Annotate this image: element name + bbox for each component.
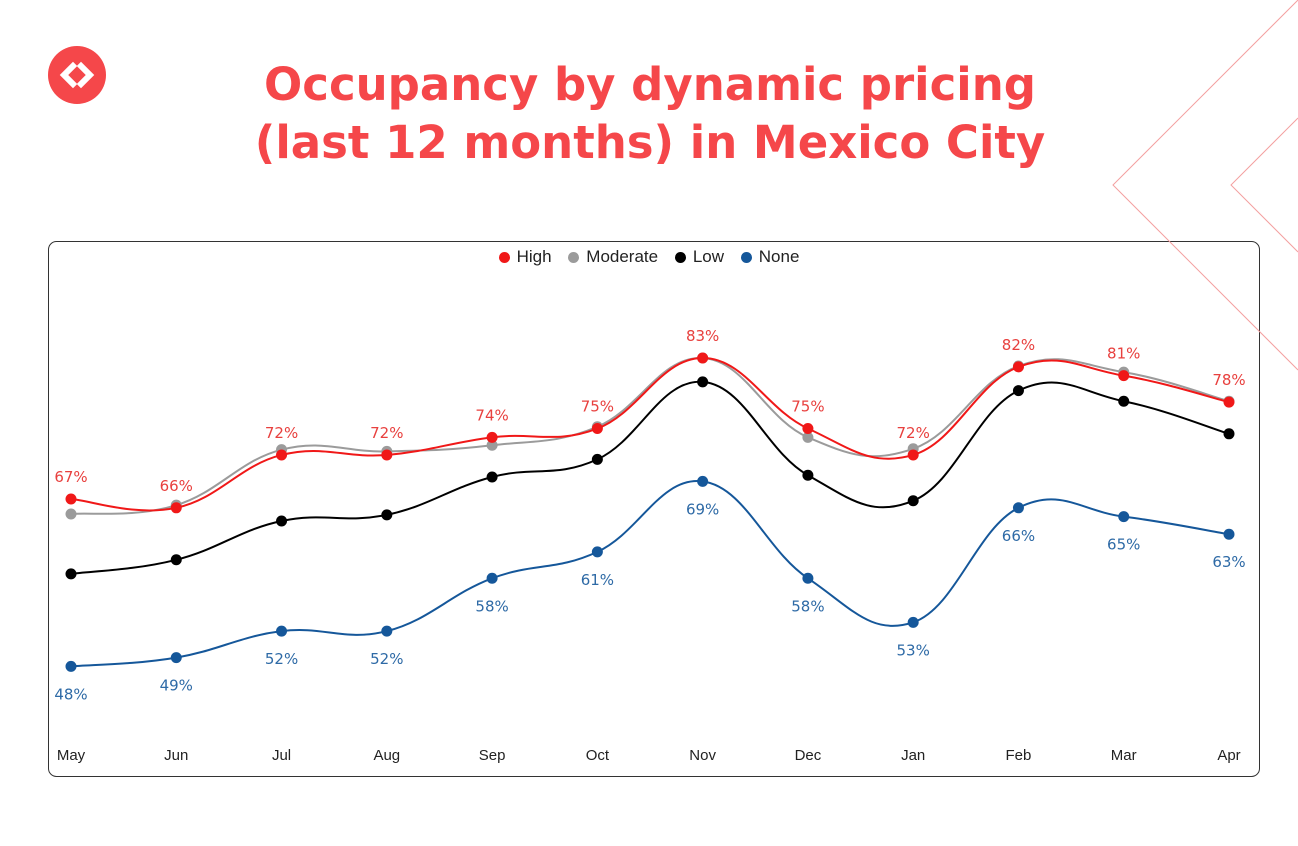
legend-dot-icon (740, 251, 752, 263)
decorative-diamond (1112, 0, 1298, 371)
data-point-none (1012, 502, 1024, 514)
data-label-none: 69% (686, 500, 719, 518)
data-point-moderate (65, 508, 77, 520)
data-label-none: 52% (265, 650, 298, 668)
data-point-high (170, 502, 182, 514)
legend-item-high: High (498, 247, 552, 267)
x-tick-label: May (57, 747, 86, 764)
data-point-high (907, 449, 919, 461)
legend: High Moderate Low None (0, 247, 1298, 268)
title-line-2: (last 12 months) in Mexico City (254, 116, 1046, 169)
data-label-high: 83% (686, 327, 719, 345)
data-point-high (1118, 370, 1130, 382)
x-tick-label: Dec (795, 747, 822, 764)
data-point-high (486, 431, 498, 443)
data-label-high: 72% (370, 424, 403, 442)
data-point-low (1118, 395, 1130, 407)
data-point-none (486, 572, 498, 584)
data-point-low (697, 376, 709, 388)
data-label-none: 61% (581, 571, 614, 589)
x-tick-label: Aug (373, 747, 400, 764)
data-point-none (591, 546, 603, 558)
data-label-high: 78% (1212, 371, 1245, 389)
data-label-high: 75% (791, 398, 824, 416)
legend-item-low: Low (674, 247, 725, 267)
data-point-low (591, 453, 603, 465)
data-point-none (1118, 511, 1130, 523)
title-line-1: Occupancy by dynamic pricing (264, 58, 1036, 111)
data-point-none (381, 625, 393, 637)
x-tick-label: Oct (586, 747, 610, 764)
data-label-high: 72% (897, 424, 930, 442)
legend-dot-icon (674, 251, 686, 263)
x-tick-label: Nov (689, 747, 716, 764)
data-point-high (65, 493, 77, 505)
series-none: 48% 49% 52% 52% 58% 61% 69% 58% 53% 66% 65% 63% (54, 475, 1246, 703)
chart-frame (48, 241, 1260, 777)
data-label-none: 48% (54, 685, 87, 703)
data-label-high: 82% (1002, 336, 1035, 354)
page-title: Occupancy by dynamic pricing (last 12 mo… (0, 56, 1298, 172)
x-tick-label: Jun (164, 747, 188, 764)
data-point-high (381, 449, 393, 461)
data-label-none: 63% (1212, 553, 1245, 571)
data-point-moderate (486, 439, 498, 451)
data-label-high: 74% (475, 406, 508, 424)
data-point-high (802, 423, 814, 435)
data-label-none: 53% (897, 641, 930, 659)
logo-icon (48, 46, 106, 104)
legend-dot-icon (498, 251, 510, 263)
legend-label: Low (692, 247, 725, 266)
x-tick-label: Jul (272, 747, 291, 764)
data-point-none (65, 660, 77, 672)
data-point-low (170, 554, 182, 566)
x-tick-label: Apr (1217, 747, 1240, 764)
data-point-none (170, 652, 182, 664)
x-tick-label: Jan (901, 747, 925, 764)
series-low (65, 376, 1235, 580)
data-point-low (802, 469, 814, 481)
data-point-none (907, 616, 919, 628)
data-point-high (1012, 361, 1024, 373)
series-high: 67% 66% 72% 72% 74% 75% 83% 75% 72% 82% 81% 78% (54, 327, 1246, 514)
data-label-none: 58% (791, 597, 824, 615)
data-point-low (1223, 428, 1235, 440)
legend-dot-icon (568, 251, 580, 263)
data-label-high: 75% (581, 398, 614, 416)
data-point-high (591, 423, 603, 435)
data-point-none (276, 625, 288, 637)
data-label-high: 81% (1107, 345, 1140, 363)
data-point-high (276, 449, 288, 461)
legend-label: Moderate (586, 247, 659, 266)
data-point-none (697, 475, 709, 487)
data-label-none: 58% (475, 597, 508, 615)
legend-item-moderate: Moderate (568, 247, 658, 267)
data-point-low (907, 495, 919, 507)
data-label-none: 66% (1002, 527, 1035, 545)
data-point-high (1223, 396, 1235, 408)
data-point-high (697, 352, 709, 364)
data-point-none (802, 572, 814, 584)
x-tick-label: Sep (479, 747, 506, 764)
data-point-low (486, 471, 498, 483)
legend-label: High (516, 247, 552, 266)
x-tick-label: Mar (1111, 747, 1137, 764)
x-tick-label: Feb (1006, 747, 1032, 764)
data-label-high: 66% (160, 477, 193, 495)
data-label-none: 65% (1107, 536, 1140, 554)
data-point-none (1223, 528, 1235, 540)
legend-label: None (758, 247, 800, 266)
data-point-low (1012, 385, 1024, 397)
data-point-low (381, 509, 393, 521)
data-point-low (276, 515, 288, 527)
data-label-high: 67% (54, 468, 87, 486)
data-label-none: 49% (160, 677, 193, 695)
data-label-high: 72% (265, 424, 298, 442)
data-point-low (65, 568, 77, 580)
data-point-moderate (802, 431, 814, 443)
data-label-none: 52% (370, 650, 403, 668)
legend-item-none: None (740, 247, 800, 267)
